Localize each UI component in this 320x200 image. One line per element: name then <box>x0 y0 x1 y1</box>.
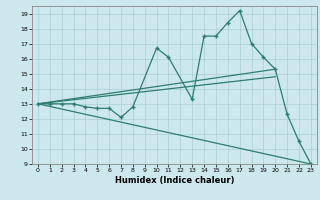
X-axis label: Humidex (Indice chaleur): Humidex (Indice chaleur) <box>115 176 234 185</box>
